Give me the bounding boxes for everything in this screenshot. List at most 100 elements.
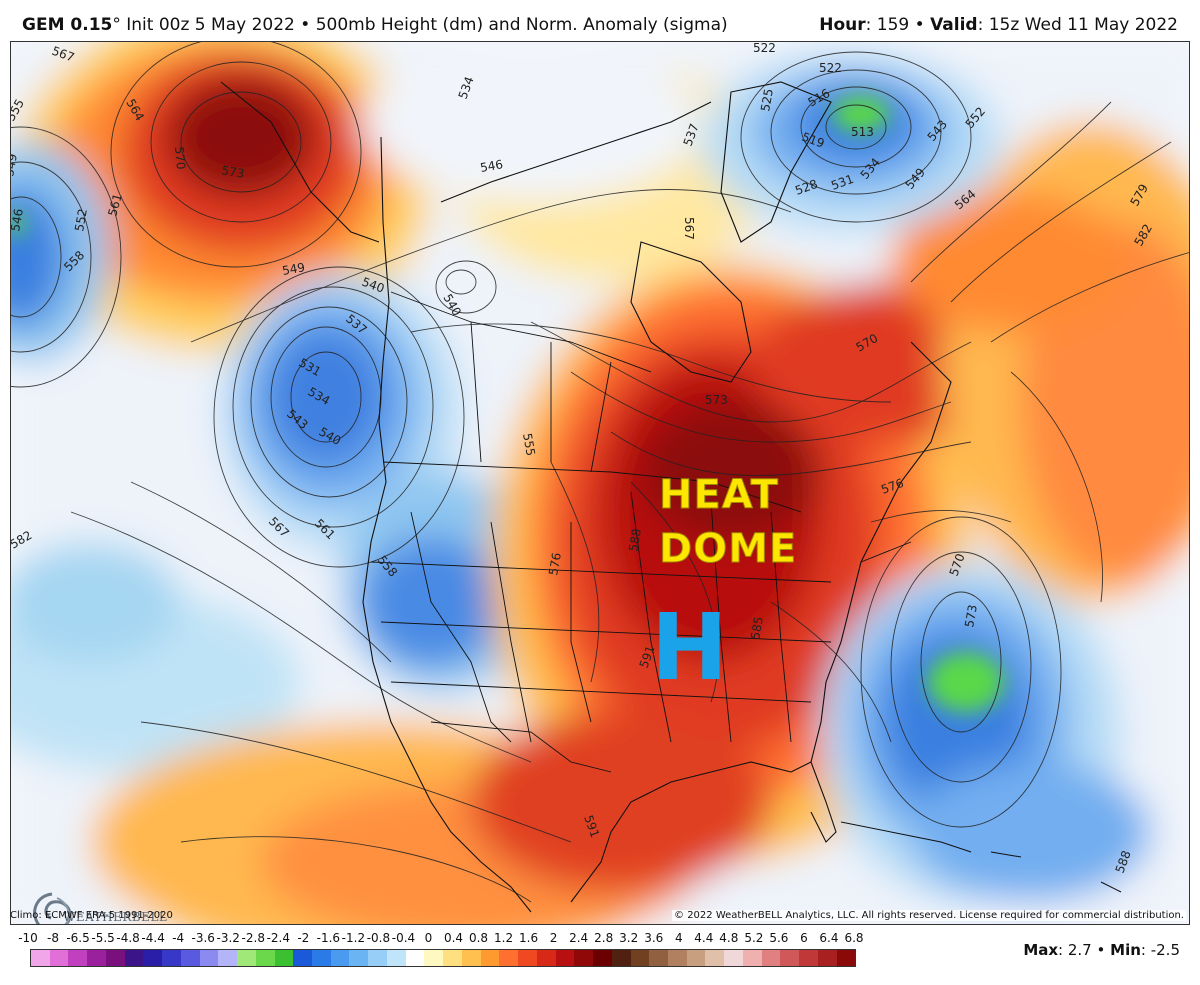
header-bullet: • (300, 15, 311, 35)
scale-swatch (480, 950, 500, 966)
scale-tick-label: 2.8 (594, 931, 614, 945)
scale-swatch (349, 950, 369, 966)
scale-swatch (255, 950, 275, 966)
valid-label: Valid (930, 15, 978, 35)
scale-tick-label: 5.6 (769, 931, 789, 945)
scale-swatch (518, 950, 537, 966)
min-value: : -2.5 (1140, 941, 1180, 959)
scale-tick-label: 2 (549, 931, 558, 945)
scale-swatch (630, 950, 650, 966)
weatherbell-logo: WEATHERBELL (27, 890, 167, 924)
map-header: GEM 0.15° Init 00z 5 May 2022 • 500mb He… (0, 0, 1200, 40)
scale-swatch (667, 950, 687, 966)
scale-tick-label: -4.4 (141, 931, 165, 945)
contour-label: 552 (72, 208, 90, 233)
scale-tick-label: -2.4 (266, 931, 291, 945)
scale-swatch (105, 950, 125, 966)
scale-tick-label: -2 (297, 931, 310, 945)
scale-tick-label: -8 (47, 931, 59, 945)
contour-label: 522 (819, 61, 842, 75)
valid-value: : 15z Wed 11 May 2022 (977, 15, 1178, 35)
anomaly-cores (11, 96, 1004, 712)
header-title: GEM 0.15° Init 00z 5 May 2022 • 500mb He… (22, 15, 728, 35)
hour-value: : 159 (865, 15, 910, 35)
scale-swatch (574, 950, 594, 966)
hour-label: Hour (819, 15, 866, 35)
scale-swatch (817, 950, 837, 966)
contour-label: 588 (626, 528, 644, 553)
scale-tick-label: -0.4 (391, 931, 416, 945)
map-canvas: 567 564 555 549 546 552 558 561 570 573 … (11, 42, 1189, 924)
scale-tick-label: -4.8 (116, 931, 140, 945)
contour-label: 525 (758, 88, 776, 113)
header-bullet-2: • (914, 15, 925, 35)
contour-label: 546 (479, 157, 504, 175)
logo-wordmark: WEATHERBELL (63, 910, 168, 924)
scale-swatch (312, 950, 331, 966)
scale-swatch (555, 950, 575, 966)
islands (840, 821, 1122, 893)
contour-label: 573 (962, 604, 980, 629)
contour-label: 513 (851, 125, 874, 139)
contour-label: 522 (753, 42, 776, 55)
scale-tick-label: 0.8 (468, 931, 489, 945)
scale-swatch (799, 950, 818, 966)
contour-label: 585 (748, 616, 766, 641)
swirl-icon (33, 892, 72, 924)
coastlines (220, 81, 952, 913)
scale-tick-label: 2.4 (569, 931, 589, 945)
scale-swatch (330, 950, 350, 966)
climo-note: Climo: ECMWF ERA-5 1991-2020 (10, 910, 173, 921)
scale-tick-label: 0.4 (443, 931, 464, 945)
high-pressure-label: H (651, 594, 728, 701)
max-value: : 2.7 (1058, 941, 1092, 959)
scale-swatch (686, 950, 706, 966)
scale-swatch (536, 950, 556, 966)
field-description: 500mb Height (dm) and Norm. Anomaly (sig… (315, 15, 728, 35)
scale-swatch (836, 950, 856, 966)
scale-tick-label: -10 (18, 931, 38, 945)
scale-tick-label: 3.2 (619, 931, 639, 945)
contour-label: 576 (546, 552, 564, 577)
scale-swatch (31, 950, 50, 966)
scale-swatch (761, 950, 781, 966)
contour-label: 567 (682, 217, 696, 240)
max-label: Max (1023, 941, 1059, 959)
scale-tick-label: 6.4 (819, 931, 839, 945)
contour-label: 549 (281, 260, 306, 278)
scale-swatch (593, 950, 612, 966)
scale-tick-label: 4.8 (719, 931, 739, 945)
heat-label: HEAT (659, 472, 779, 519)
contour-label: 570 (172, 146, 188, 170)
copyright-notice: © 2022 WeatherBELL Analytics, LLC. All r… (672, 910, 1186, 921)
scale-swatch (461, 950, 481, 966)
scale-tick-label: -2.8 (241, 931, 265, 945)
contour-label: 555 (520, 432, 538, 457)
contour-label: 546 (11, 208, 26, 233)
scale-swatch (499, 950, 519, 966)
scale-tick-label: -1.6 (316, 931, 341, 945)
contour-label: 573 (705, 393, 728, 407)
scale-tick-label: 4.4 (694, 931, 714, 945)
scale-bar (30, 949, 856, 967)
scale-tick-label: 3.6 (644, 931, 664, 945)
max-min-bullet: • (1096, 941, 1106, 959)
scale-tick-label: -4 (172, 931, 185, 945)
scale-swatch (49, 950, 69, 966)
scale-tick-label: -5.5 (91, 931, 115, 945)
scale-swatch (124, 950, 144, 966)
height-contours (11, 42, 1189, 903)
scale-swatch (368, 950, 387, 966)
scale-swatch (68, 950, 88, 966)
scale-swatch (180, 950, 200, 966)
scale-tick-label: -6.5 (66, 931, 90, 945)
color-scale: -10 -8 -6.5 -5.5 -4.8 -4.4 -4 -3.6 -3.2 -2.8 -2.4-… (10, 931, 870, 981)
scale-swatch (237, 950, 256, 966)
contour-label: 561 (105, 192, 124, 218)
scale-swatch (742, 950, 762, 966)
scale-swatch (780, 950, 800, 966)
scale-tick-label: -3.6 (191, 931, 215, 945)
scale-swatch (443, 950, 462, 966)
scale-swatch (218, 950, 238, 966)
scale-swatch (162, 950, 181, 966)
